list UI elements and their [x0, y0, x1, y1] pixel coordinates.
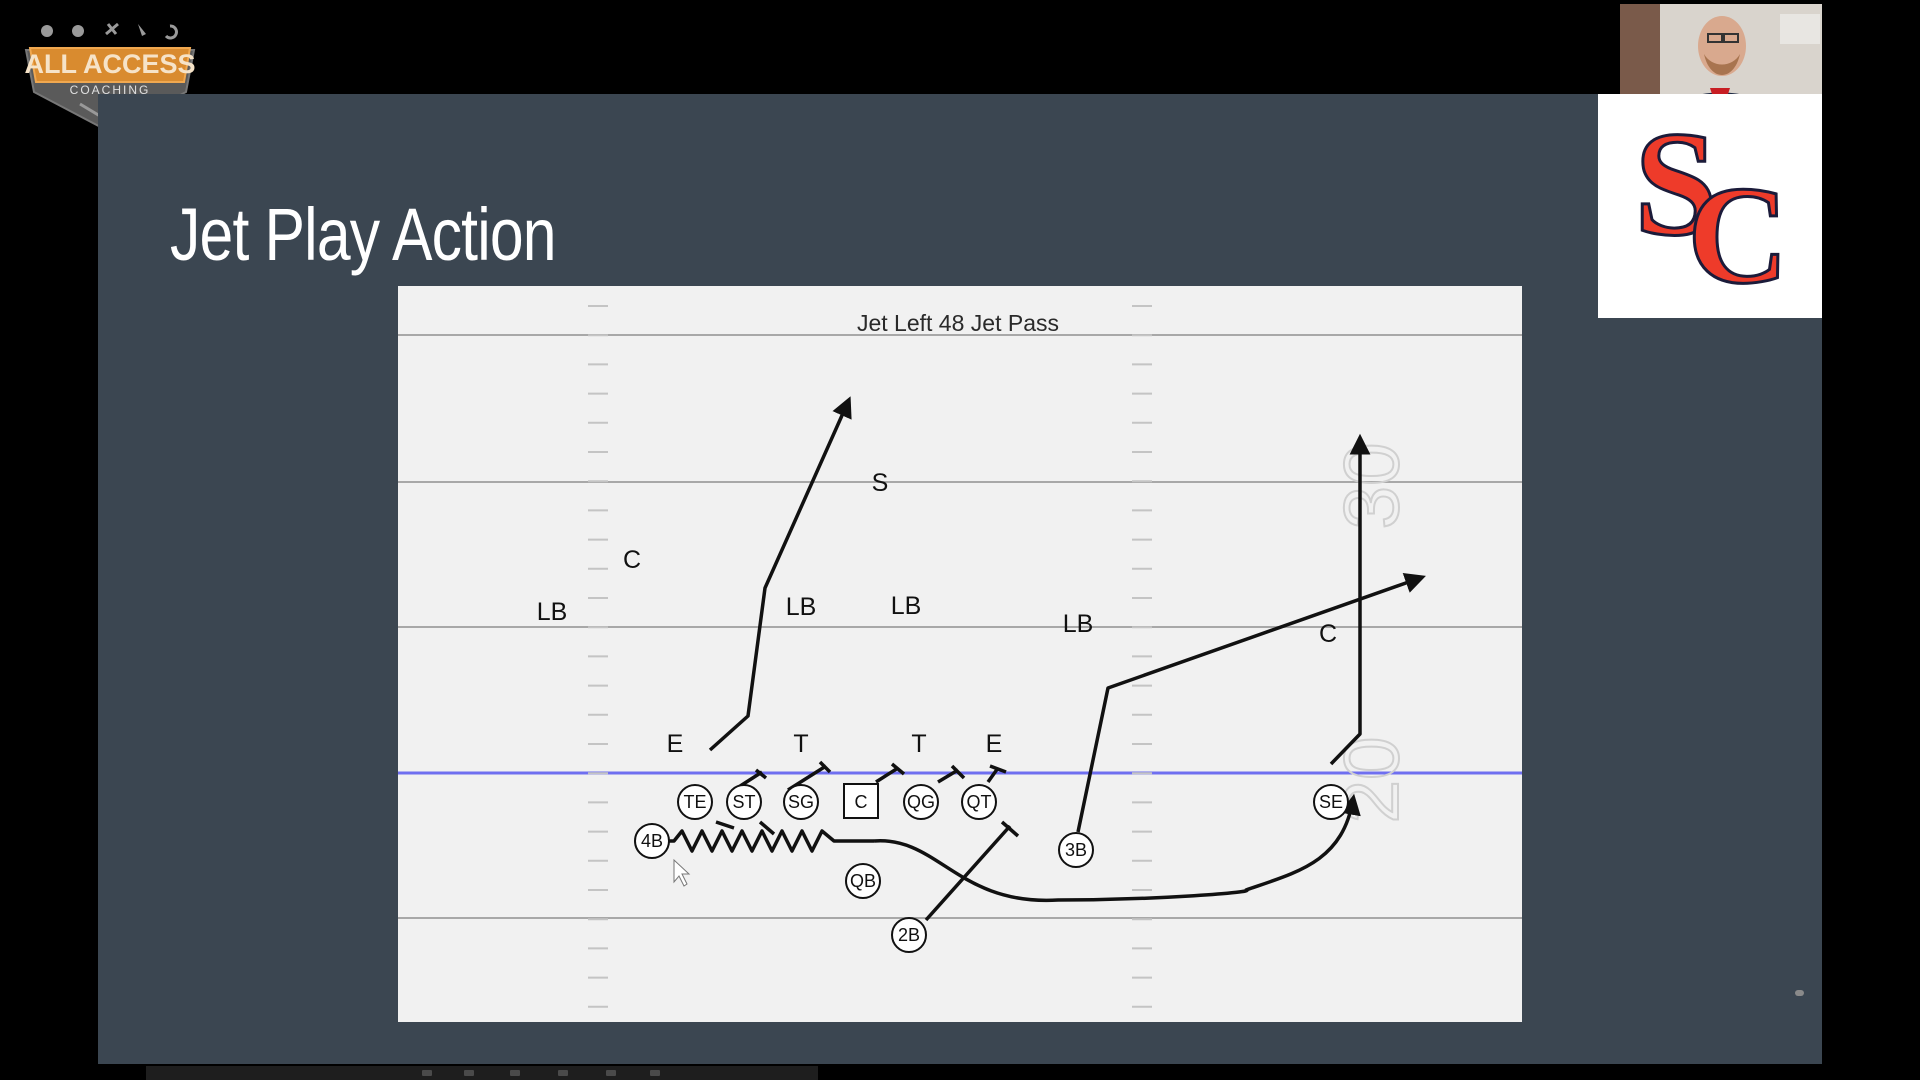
- team-logo-s: S: [1634, 101, 1717, 267]
- svg-text:SE: SE: [1319, 792, 1343, 812]
- defender-e-left: E: [667, 730, 684, 758]
- all-access-coaching-logo: ALL ACCESS COACHING: [20, 14, 200, 138]
- player-c: C: [843, 783, 879, 819]
- defender-e-right: E: [986, 730, 1003, 758]
- player-qt: QT: [961, 784, 997, 820]
- team-logo-c: C: [1687, 158, 1788, 313]
- svg-text:SG: SG: [788, 792, 814, 812]
- play-diagram: 30 20 Jet Left 48 Jet Pass S C: [398, 286, 1522, 1022]
- svg-text:TE: TE: [683, 792, 706, 812]
- defender-c-right: C: [1319, 620, 1337, 648]
- player-4b: 4B: [634, 823, 670, 859]
- defender-lb-4: LB: [1063, 610, 1094, 638]
- player-qg: QG: [903, 784, 939, 820]
- play-name: Jet Left 48 Jet Pass: [857, 310, 1059, 336]
- field-number-30: 30: [1327, 443, 1415, 530]
- 4b-jet-path: [873, 793, 1361, 903]
- presentation-toolbar[interactable]: [146, 1066, 818, 1080]
- 2b-block-cap: [1000, 820, 1020, 838]
- svg-text:4B: 4B: [641, 831, 663, 851]
- svg-text:3B: 3B: [1065, 840, 1087, 860]
- team-logo: S C: [1598, 94, 1822, 318]
- logo-brand-text: ALL ACCESS: [24, 49, 195, 79]
- 4b-motion: [666, 829, 874, 853]
- player-te: TE: [677, 784, 713, 820]
- hash-marks: [588, 305, 1152, 1008]
- svg-text:QT: QT: [967, 792, 992, 812]
- defender-c-left: C: [623, 546, 641, 574]
- laser-pointer-dot: [1795, 990, 1804, 996]
- defender-t-left: T: [793, 730, 808, 758]
- svg-text:QB: QB: [850, 871, 876, 891]
- player-sg: SG: [783, 784, 819, 820]
- mouse-pointer-icon: [673, 858, 691, 887]
- yard-lines: [398, 334, 1522, 919]
- svg-text:QG: QG: [907, 792, 935, 812]
- svg-text:ST: ST: [732, 792, 755, 812]
- se-route: [1329, 433, 1371, 766]
- te-route: [708, 396, 852, 752]
- defender-s: S: [872, 469, 889, 497]
- slide-title: Jet Play Action: [170, 193, 557, 276]
- 2b-block: [924, 824, 1012, 922]
- player-3b: 3B: [1058, 832, 1094, 868]
- defender-lb-3: LB: [891, 592, 922, 620]
- player-qb: QB: [845, 863, 881, 899]
- defender-lb-1: LB: [537, 598, 568, 626]
- svg-text:2B: 2B: [898, 925, 920, 945]
- field-numbers: 30 20: [1326, 442, 1416, 825]
- logo-sub-text: COACHING: [70, 83, 151, 97]
- svg-text:C: C: [855, 792, 868, 812]
- player-st: ST: [726, 784, 762, 820]
- defender-t-right: T: [911, 730, 926, 758]
- player-2b: 2B: [891, 917, 927, 953]
- player-se: SE: [1313, 784, 1349, 820]
- defender-lb-2: LB: [786, 593, 817, 621]
- 3b-route: [1076, 572, 1426, 833]
- routes: [666, 396, 1426, 922]
